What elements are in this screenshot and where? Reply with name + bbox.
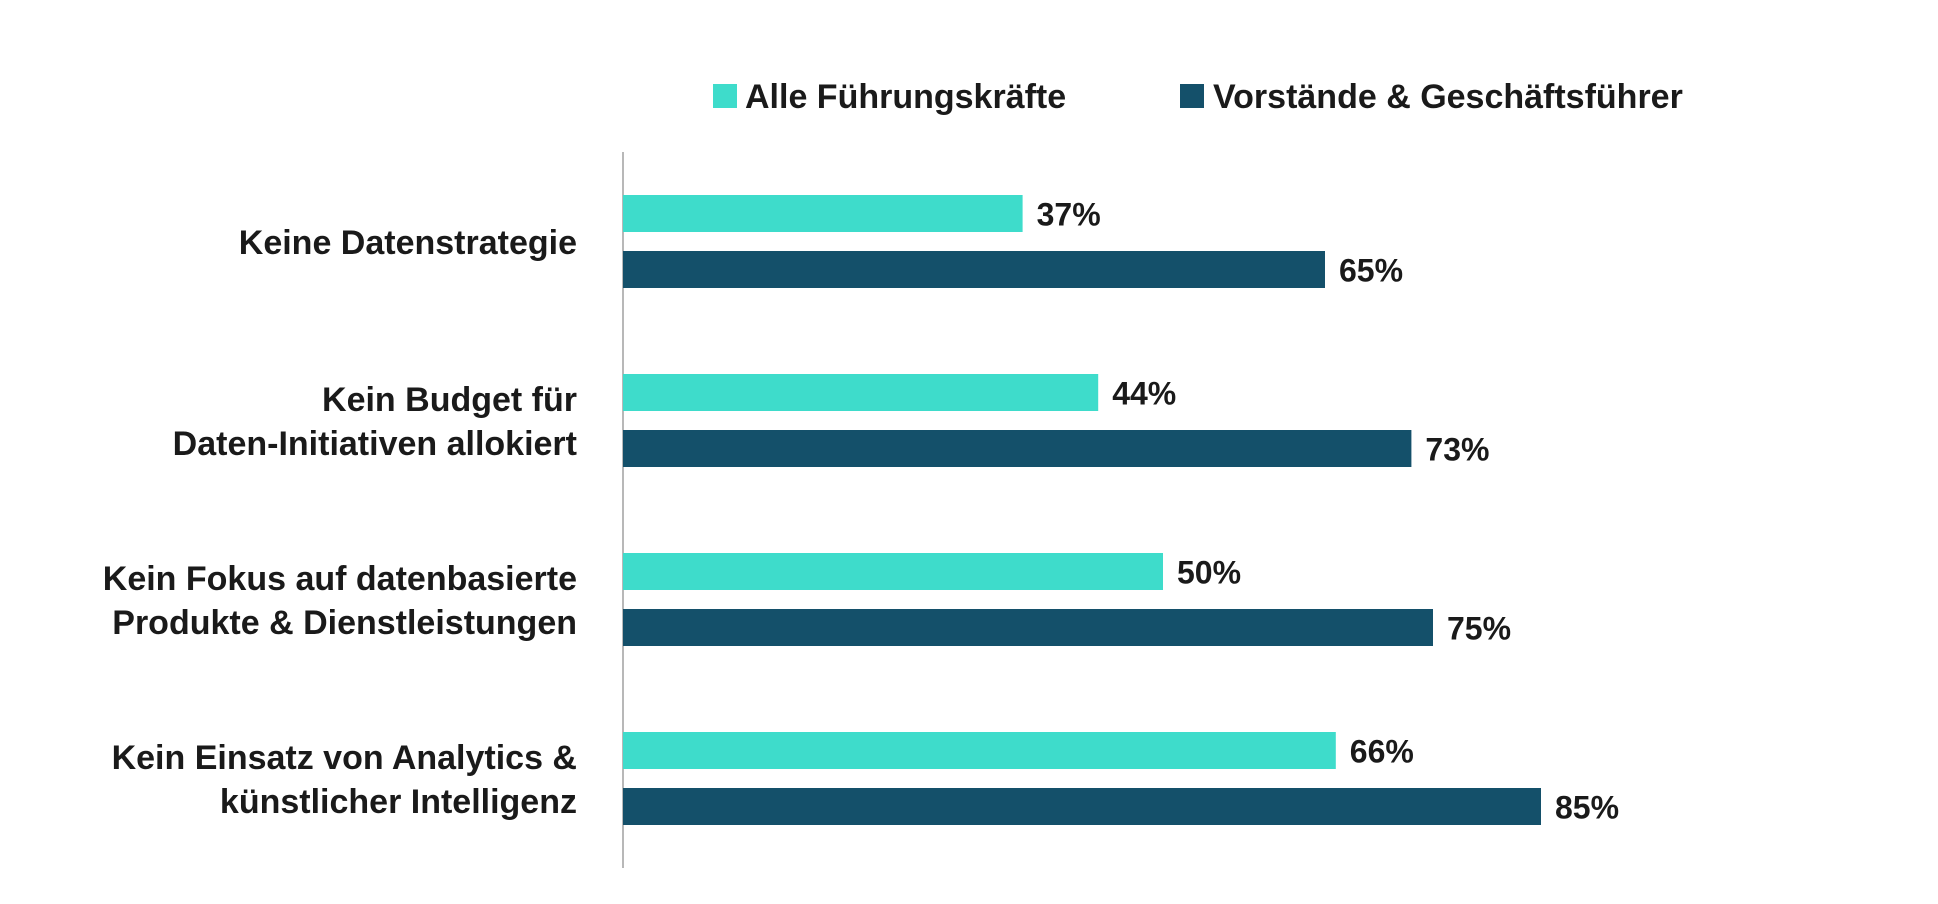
bar-series1-cat3 bbox=[623, 553, 1163, 590]
category-label-3-line-2: Produkte & Dienstleistungen bbox=[112, 604, 577, 642]
value-label-series2-cat4: 85% bbox=[1555, 790, 1619, 826]
bars bbox=[623, 195, 1541, 825]
bar-series1-cat4 bbox=[623, 732, 1336, 769]
bar-series2-cat3 bbox=[623, 609, 1433, 646]
value-label-series1-cat4: 66% bbox=[1350, 734, 1414, 770]
bar-series2-cat1 bbox=[623, 251, 1325, 288]
bar-series1-cat1 bbox=[623, 195, 1023, 232]
category-label-2-line-2: Daten-Initiativen allokiert bbox=[173, 425, 577, 463]
legend: Alle Führungskräfte Vorstände & Geschäfts… bbox=[713, 78, 1683, 116]
value-labels: 37% 65% 44% 73% 50% 75% 66% 85% bbox=[1037, 197, 1619, 826]
category-label-3-line-1: Kein Fokus auf datenbasierte bbox=[103, 560, 577, 598]
bar-series1-cat2 bbox=[623, 374, 1099, 411]
bar-series2-cat4 bbox=[623, 788, 1541, 825]
legend-swatch-1 bbox=[713, 84, 737, 108]
category-label-1-line-1: Keine Datenstrategie bbox=[239, 224, 577, 262]
value-label-series1-cat2: 44% bbox=[1112, 376, 1176, 412]
category-labels: Keine Datenstrategie Kein Budget für Daten… bbox=[103, 224, 577, 821]
legend-label-1: Alle Führungskräfte bbox=[745, 78, 1066, 116]
category-label-4-line-1: Kein Einsatz von Analytics & bbox=[112, 739, 577, 777]
bar-series2-cat2 bbox=[623, 430, 1412, 467]
category-label-4-line-2: künstlicher Intelligenz bbox=[220, 783, 577, 821]
legend-label-2: Vorstände & Geschäftsführer bbox=[1213, 78, 1683, 116]
value-label-series2-cat3: 75% bbox=[1447, 611, 1511, 647]
value-label-series2-cat1: 65% bbox=[1339, 253, 1403, 289]
category-label-2-line-1: Kein Budget für bbox=[322, 381, 577, 419]
value-label-series2-cat2: 73% bbox=[1425, 432, 1489, 468]
value-label-series1-cat3: 50% bbox=[1177, 555, 1241, 591]
value-label-series1-cat1: 37% bbox=[1037, 197, 1101, 233]
legend-swatch-2 bbox=[1180, 84, 1204, 108]
